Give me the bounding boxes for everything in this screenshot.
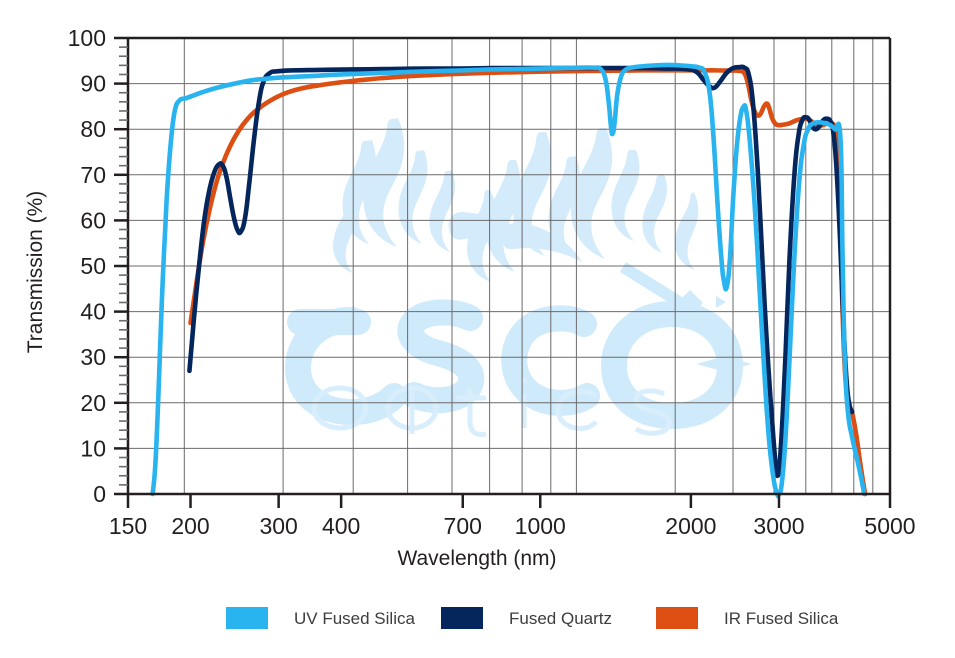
y-tick-label: 80	[80, 116, 106, 142]
x-axis-title: Wavelength (nm)	[397, 547, 556, 570]
x-tick-label: 150	[109, 513, 147, 539]
y-tick-label: 60	[80, 207, 106, 233]
x-axis-tick-labels: 150 200 300 400 700 1000 2000 3000 5000	[109, 513, 916, 539]
y-axis-tick-labels: 0 10 20 30 40 50 60 70 80 90 100	[68, 25, 106, 507]
legend-swatch	[441, 607, 483, 629]
y-tick-label: 50	[80, 253, 106, 279]
y-tick-label: 40	[80, 299, 106, 325]
series-layer	[150, 62, 868, 499]
grid-lines	[128, 37, 890, 494]
esco-optics-watermark	[284, 118, 752, 437]
x-tick-label: 300	[259, 513, 297, 539]
series-line-uv-fused-silica	[150, 62, 867, 499]
x-tick-label: 400	[322, 513, 360, 539]
chart-legend: UV Fused Silica Fused Quartz IR Fused Sili…	[226, 607, 839, 629]
x-tick-label: 1000	[515, 513, 566, 539]
y-tick-label: 10	[80, 435, 106, 461]
y-tick-label: 70	[80, 162, 106, 188]
x-axis-ticks	[126, 494, 892, 508]
x-tick-label: 700	[444, 513, 482, 539]
y-tick-label: 0	[93, 481, 106, 507]
series-line-fused-quartz	[187, 64, 855, 479]
x-tick-label: 2000	[665, 513, 716, 539]
y-axis-title: Transmission (%)	[24, 191, 47, 354]
y-axis-minor-ticks	[119, 46, 128, 486]
y-tick-label: 30	[80, 344, 106, 370]
x-tick-label: 5000	[864, 513, 915, 539]
legend-swatch	[226, 607, 268, 629]
legend-label: UV Fused Silica	[294, 609, 415, 628]
x-tick-label: 200	[171, 513, 209, 539]
legend-label: Fused Quartz	[509, 609, 612, 628]
y-tick-label: 100	[68, 25, 106, 51]
y-axis-major-ticks	[114, 36, 128, 496]
legend-swatch	[656, 607, 698, 629]
y-tick-label: 90	[80, 71, 106, 97]
legend-label: IR Fused Silica	[724, 609, 839, 628]
x-tick-label: 3000	[753, 513, 804, 539]
y-tick-label: 20	[80, 390, 106, 416]
